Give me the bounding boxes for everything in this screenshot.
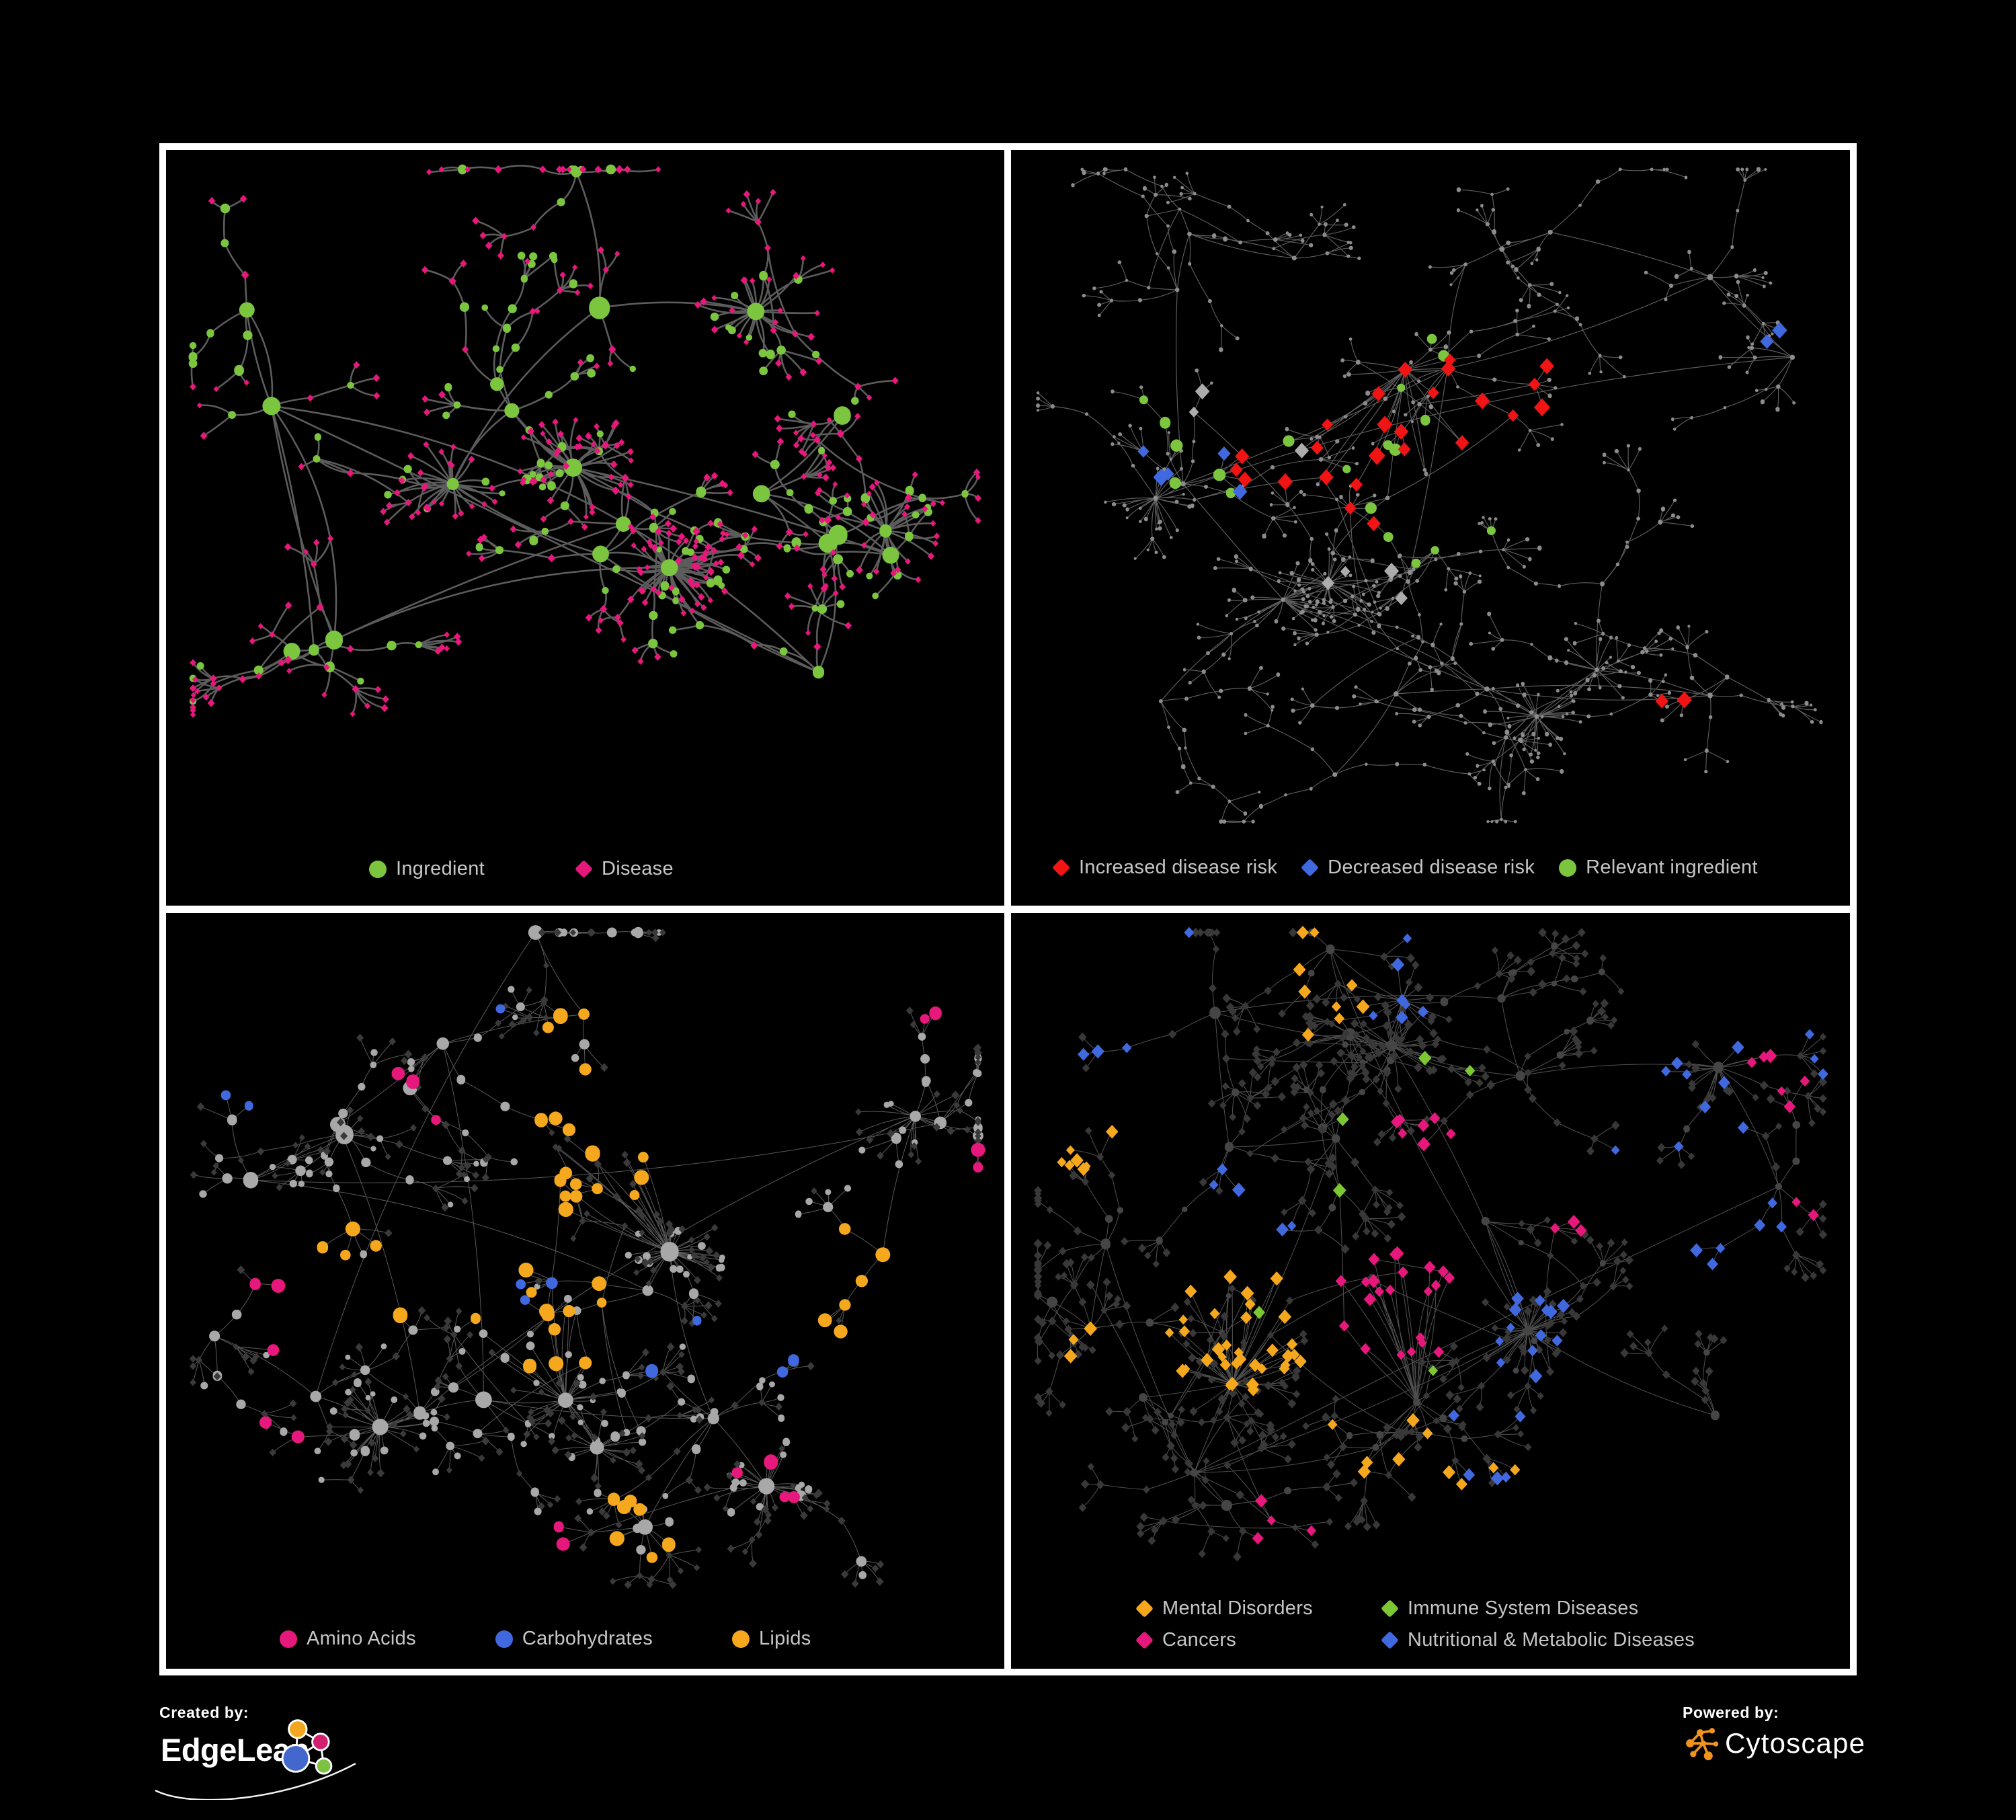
panel-disease-risk: Increased disease risk Decreased disease … (1004, 143, 1857, 912)
edgeleap-swoosh-icon (155, 1762, 356, 1800)
powered-by-label: Powered by: (1683, 1704, 1779, 1721)
legend-item: Disease (575, 858, 674, 880)
legend-disease-categories: Mental Disorders Immune System Diseases Ca… (1135, 1597, 1695, 1651)
powered-by-block: Powered by: (1683, 1704, 1904, 1805)
panel-nutrient-groups: Amino Acids Carbohydrates Lipids (159, 906, 1012, 1675)
legend-label: Decreased disease risk (1328, 857, 1535, 878)
network-nutrient-groups (189, 925, 985, 1589)
legend-nutrient-groups: Amino Acids Carbohydrates Lipids (280, 1628, 811, 1650)
legend-marker-diamond (1381, 1631, 1399, 1649)
network-disease-categories (1033, 926, 1828, 1562)
legend-marker-diamond (1052, 859, 1070, 877)
legend-marker-circle (732, 1630, 750, 1648)
legend-label: Increased disease risk (1079, 857, 1278, 878)
legend-item: Carbohydrates (495, 1628, 653, 1650)
legend-item: Ingredient (369, 858, 485, 880)
legend-label: Cancers (1162, 1629, 1237, 1651)
cytoscape-brand: Cytoscape (1683, 1725, 1904, 1762)
cytoscape-logo-icon (1686, 1728, 1719, 1761)
legend-item: Relevant ingredient (1559, 857, 1758, 879)
legend-marker-diamond (1381, 1599, 1399, 1618)
legend-marker-diamond (575, 860, 593, 878)
legend-marker-diamond (1301, 859, 1320, 877)
legend-item: Mental Disorders (1135, 1597, 1381, 1620)
legend-marker-circle (369, 860, 387, 878)
legend-marker-circle (280, 1630, 297, 1648)
legend-item: Cancers (1135, 1629, 1381, 1651)
legend-item: Increased disease risk (1052, 857, 1278, 879)
legend-disease-risk: Increased disease risk Decreased disease … (1052, 857, 1758, 879)
legend-item: Decreased disease risk (1301, 857, 1535, 879)
legend-item: Amino Acids (280, 1628, 416, 1650)
legend-label: Lipids (759, 1628, 811, 1649)
legend-label: Relevant ingredient (1586, 857, 1758, 878)
legend-label: Nutritional & Metabolic Diseases (1408, 1629, 1695, 1651)
legend-marker-diamond (1135, 1631, 1154, 1649)
legend-label: Ingredient (396, 858, 485, 879)
edgeleap-logo-icon (281, 1719, 333, 1775)
created-by-label: Created by: (159, 1704, 249, 1721)
legend-label: Carbohydrates (522, 1628, 653, 1649)
network-ingredient-disease (188, 164, 981, 718)
panel-ingredient-disease: Ingredient Disease (159, 143, 1012, 912)
panel-disease-categories: Mental Disorders Immune System Diseases Ca… (1004, 906, 1857, 1675)
edgeleap-brand: EdgeLeap (155, 1719, 381, 1804)
legend-item: Immune System Diseases (1381, 1597, 1695, 1620)
legend-label: Disease (602, 858, 674, 879)
legend-label: Immune System Diseases (1408, 1597, 1639, 1619)
legend-ingredient-disease: Ingredient Disease (369, 858, 674, 880)
created-by-block: Created by: EdgeLeap (155, 1704, 381, 1805)
network-disease-risk (1036, 167, 1823, 824)
legend-item: Nutritional & Metabolic Diseases (1381, 1629, 1695, 1651)
legend-label: Mental Disorders (1162, 1597, 1313, 1619)
legend-marker-circle (1559, 859, 1577, 877)
legend-item: Lipids (732, 1628, 811, 1650)
cytoscape-wordmark: Cytoscape (1725, 1727, 1866, 1759)
legend-marker-diamond (1135, 1599, 1154, 1618)
legend-label: Amino Acids (307, 1628, 416, 1649)
legend-marker-circle (495, 1630, 513, 1648)
